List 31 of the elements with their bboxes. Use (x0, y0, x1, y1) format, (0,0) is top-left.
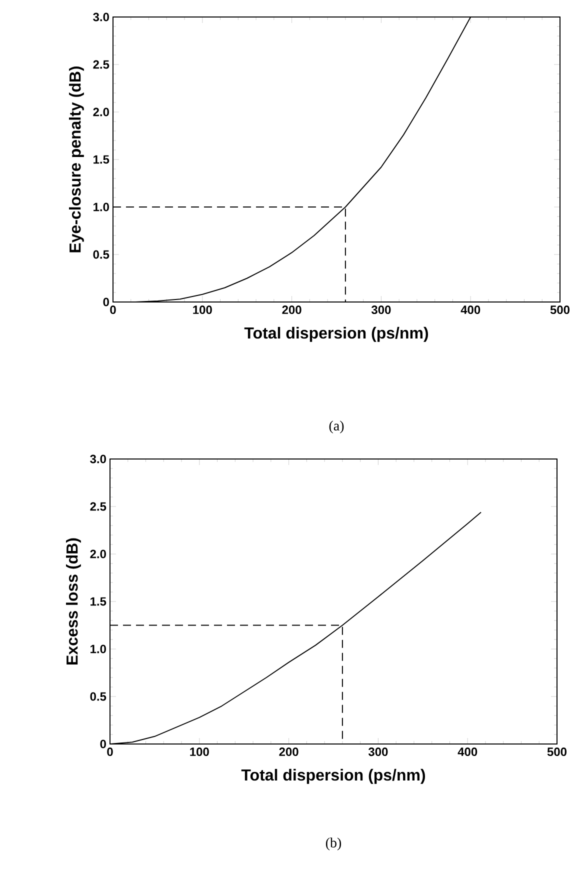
y-axis-title: Excess loss (dB) (66, 538, 81, 664)
y-tick-label: 0 (100, 740, 106, 748)
text: (a) (329, 420, 344, 434)
y-tick-label: 2.5 (93, 60, 110, 69)
x-tick-label: 400 (458, 748, 478, 756)
text: (b) (326, 838, 342, 850)
x-tick-label: 0 (110, 306, 116, 314)
y-tick-label: 1.0 (90, 644, 106, 654)
y-tick-label: 3.0 (93, 12, 109, 22)
y-tick-label: 2.0 (93, 108, 109, 116)
x-tick-label: 500 (550, 306, 570, 314)
x-tick-label: 400 (460, 306, 480, 314)
y-tick-label: 2.5 (90, 502, 106, 511)
x-axis-title: Total dispersion (ps/nm) (244, 326, 428, 342)
y-axis-title: Eye-closure penalty (dB) (69, 66, 84, 252)
x-tick-label: 500 (547, 748, 567, 756)
x-tick-label: 300 (368, 748, 388, 756)
x-axis-title: Total dispersion (ps/nm) (241, 768, 426, 784)
x-tick-label: 100 (193, 306, 212, 314)
x-tick-label: 200 (279, 748, 298, 756)
y-tick-label: 0.5 (90, 692, 106, 701)
y-tick-label: 1.5 (90, 597, 106, 606)
y-tick-label: 1.0 (94, 202, 109, 212)
x-tick-label: 300 (371, 306, 391, 314)
y-tick-label: 2.0 (90, 550, 106, 558)
x-tick-label: 200 (282, 306, 302, 314)
x-tick-label: 100 (190, 748, 209, 756)
y-tick-label: 3.0 (90, 454, 106, 464)
y-tick-label: 0 (103, 298, 109, 306)
y-tick-label: 1.5 (94, 155, 110, 164)
y-tick-label: 0.5 (93, 250, 110, 259)
